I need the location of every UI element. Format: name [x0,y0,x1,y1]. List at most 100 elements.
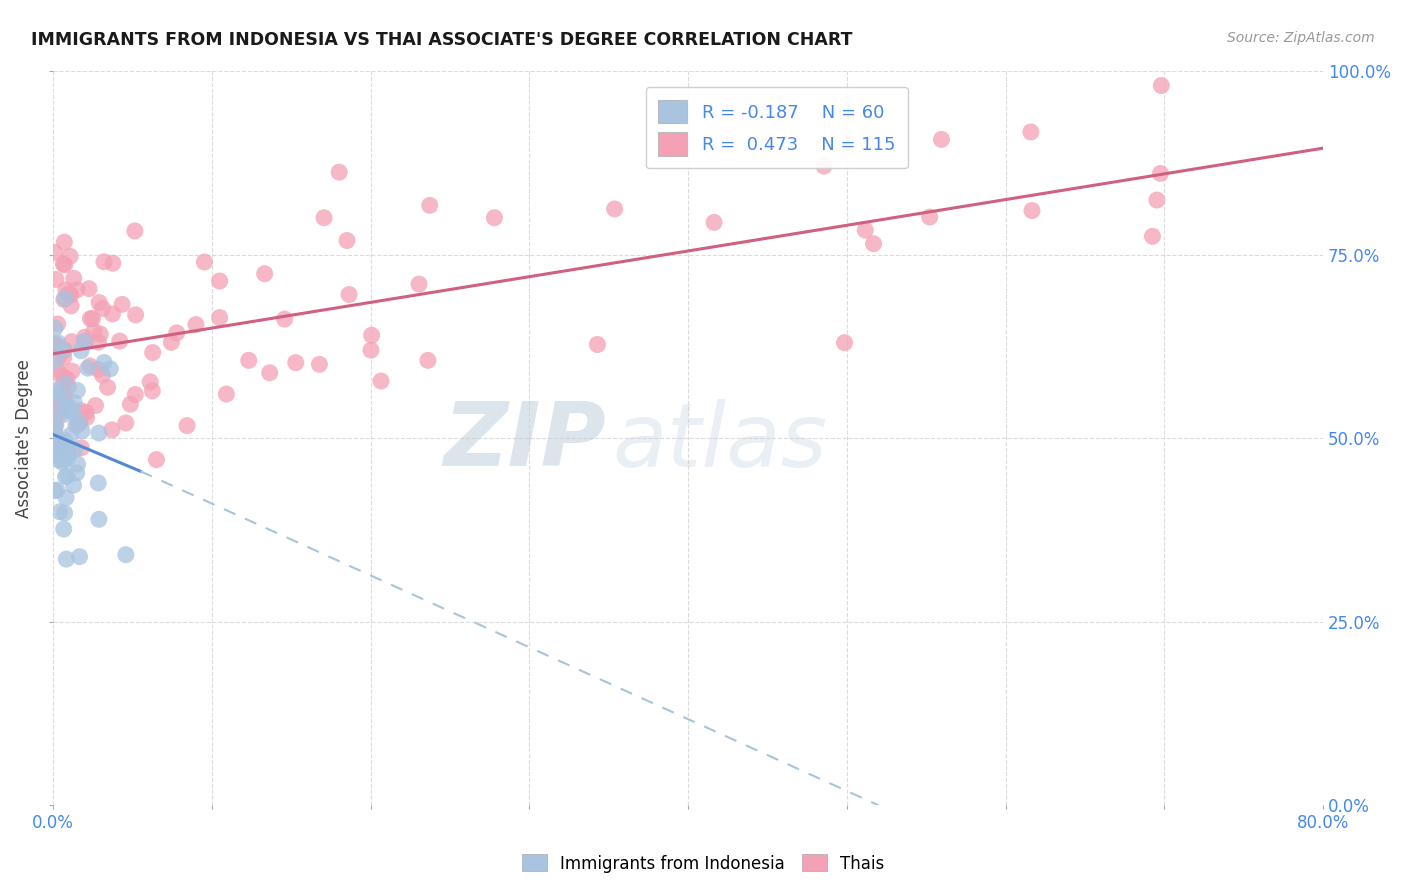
Point [337,287,360,301]
Point [62,271,84,285]
Point [1019,125,1042,139]
Point [44,446,66,460]
Point [124,387,146,401]
Point [87,475,110,490]
Point [46,362,69,376]
Point [87,512,110,526]
Point [56,451,79,466]
Point [145,452,167,467]
Point [56,469,79,483]
Point [284,356,307,370]
Point [48,407,70,421]
Point [101,423,124,437]
Point [1149,166,1171,180]
Point [98,361,121,376]
Point [484,211,506,225]
Point [253,267,276,281]
Point [87,425,110,440]
Point [48,367,70,381]
Point [69,403,91,417]
Point [51,434,73,449]
Text: IMMIGRANTS FROM INDONESIA VS THAI ASSOCIATE'S DEGREE CORRELATION CHART: IMMIGRANTS FROM INDONESIA VS THAI ASSOCI… [31,31,852,49]
Point [108,334,131,348]
Point [370,374,392,388]
Point [51,400,73,414]
Point [52,257,75,271]
Point [44,245,66,260]
Text: ZIP: ZIP [443,399,606,485]
Point [60,299,83,313]
Point [53,292,76,306]
Text: Source: ZipAtlas.com: Source: ZipAtlas.com [1227,31,1375,45]
Point [328,165,350,179]
Point [603,202,626,216]
Point [79,311,101,326]
Point [58,447,80,461]
Legend: R = -0.187    N = 60, R =  0.473    N = 115: R = -0.187 N = 60, R = 0.473 N = 115 [645,87,908,168]
Point [215,387,238,401]
Point [91,368,114,383]
Point [70,343,93,358]
Point [48,505,70,519]
Point [44,412,66,426]
Point [360,343,382,358]
Point [1146,193,1168,207]
Point [53,506,76,520]
Point [60,405,83,419]
Point [124,224,146,238]
Point [48,388,70,402]
Point [59,288,82,302]
Point [120,397,142,411]
Legend: Immigrants from Indonesia, Thais: Immigrants from Indonesia, Thais [515,847,891,880]
Point [53,343,76,357]
Point [238,353,260,368]
Point [76,361,98,376]
Point [184,318,207,332]
Point [53,258,76,272]
Text: atlas: atlas [612,399,827,485]
Point [77,282,100,296]
Point [62,478,84,492]
Point [419,198,441,212]
Point [45,339,67,353]
Point [51,455,73,469]
Point [53,441,76,455]
Point [308,357,330,371]
Point [52,390,75,404]
Point [259,366,281,380]
Point [853,223,876,237]
Point [53,371,76,385]
Point [65,418,87,433]
Point [46,403,69,417]
Point [66,457,89,471]
Point [141,384,163,398]
Point [46,335,69,350]
Point [48,434,70,448]
Point [55,439,77,453]
Point [862,236,884,251]
Point [67,415,90,429]
Point [83,324,105,338]
Point [97,380,120,394]
Point [45,417,67,432]
Point [360,328,382,343]
Point [55,283,77,297]
Point [55,491,77,505]
Point [139,375,162,389]
Point [51,450,73,464]
Point [58,379,80,393]
Point [87,335,110,350]
Point [66,417,89,432]
Point [1150,78,1173,93]
Point [176,418,198,433]
Point [69,414,91,428]
Point [48,453,70,467]
Point [1142,229,1164,244]
Point [53,393,76,408]
Point [44,353,66,368]
Point [101,256,124,270]
Point [93,355,115,369]
Point [52,408,75,422]
Point [49,389,72,403]
Point [44,321,66,335]
